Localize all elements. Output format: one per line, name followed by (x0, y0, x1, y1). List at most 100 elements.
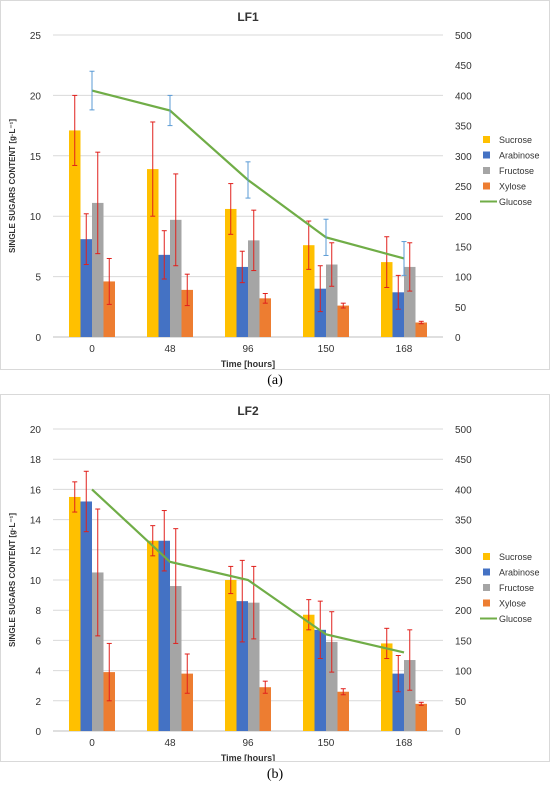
y-tick-label: 8 (35, 606, 41, 617)
y2-tick-label: 200 (455, 212, 472, 223)
y2-tick-label: 250 (455, 576, 472, 587)
bar-xylose (337, 305, 349, 337)
y2-tick-label: 350 (455, 516, 472, 527)
y2-tick-label: 450 (455, 61, 472, 72)
bar-sucrose (225, 208, 237, 337)
y2-tick-label: 50 (455, 303, 467, 314)
legend-swatch-sucrose (483, 136, 490, 143)
line-glucose (91, 488, 405, 654)
y2-tick-label: 0 (455, 333, 461, 344)
x-tick-label: 96 (242, 738, 254, 749)
legend-swatch-arabinose (483, 151, 490, 159)
x-tick-label: 48 (164, 738, 176, 749)
x-tick-label: 96 (242, 344, 254, 355)
y2-tick-label: 500 (455, 425, 472, 436)
chart-panel-lf2: LF2 0 2 4 6 8 10 12 14 16 18 20 0 50 100 150 200 250 300 35… (0, 394, 550, 763)
bar-fructose (326, 264, 338, 337)
bar-sucrose (69, 496, 81, 731)
bar-arabinose (158, 254, 170, 337)
legend-swatch-xylose (483, 599, 490, 607)
bar-fructose (404, 266, 416, 337)
legend-label-arabinose: Arabinose (499, 568, 540, 578)
bar-xylose (415, 703, 427, 731)
legend-label-glucose: Glucose (499, 197, 532, 207)
bar-xylose (181, 289, 193, 337)
bar-arabinose (314, 288, 326, 337)
bar-xylose (259, 298, 271, 337)
y2-tick-label: 250 (455, 182, 472, 193)
bar-xylose (415, 322, 427, 337)
y-tick-label: 20 (30, 425, 42, 436)
y-tick-label: 0 (35, 727, 41, 738)
legend-swatch-fructose (483, 167, 490, 174)
x-tick-label: 0 (89, 344, 95, 355)
y-tick-label: 10 (30, 212, 42, 223)
y2-tick-label: 500 (455, 31, 472, 42)
bar-sucrose (69, 130, 81, 337)
bar-fructose (248, 240, 260, 337)
bar-fructose (248, 602, 260, 731)
y-tick-label: 10 (30, 576, 42, 587)
y-tick-label: 16 (30, 485, 42, 496)
x-axis-label: Time [hours] (221, 359, 275, 369)
chart-title: LF1 (237, 10, 259, 24)
bar-arabinose (80, 239, 92, 337)
x-tick-label: 150 (318, 738, 335, 749)
legend-label-xylose: Xylose (499, 599, 526, 609)
bar-fructose (170, 586, 182, 731)
bar-arabinose (392, 292, 404, 337)
x-tick-label: 150 (318, 344, 335, 355)
chart-title: LF2 (237, 404, 259, 418)
bar-sucrose (147, 169, 159, 337)
y2-tick-label: 200 (455, 606, 472, 617)
legend-label-sucrose: Sucrose (499, 135, 532, 145)
bar-fructose (404, 660, 416, 731)
y-tick-label: 14 (30, 516, 42, 527)
legend-swatch-sucrose (483, 553, 490, 560)
bar-sucrose (147, 540, 159, 731)
bar-sucrose (303, 245, 315, 337)
legend-label-arabinose: Arabinose (499, 151, 540, 161)
bar-sucrose (381, 262, 393, 337)
y-tick-label: 18 (30, 455, 42, 466)
bar-fructose (326, 641, 338, 731)
y-tick-label: 0 (35, 333, 41, 344)
caption-a: (a) (267, 373, 283, 388)
legend-label-xylose: Xylose (499, 182, 526, 192)
bar-arabinose (392, 673, 404, 731)
bar-sucrose (381, 643, 393, 731)
bar-arabinose (236, 601, 248, 731)
y-axis-label: SINGLE SUGARS CONTENT [g·L⁻¹] (8, 119, 17, 253)
legend-label-fructose: Fructose (499, 583, 534, 593)
bar-xylose (103, 672, 115, 731)
bar-arabinose (80, 501, 92, 731)
x-tick-label: 168 (396, 344, 413, 355)
y-tick-label: 15 (30, 152, 42, 163)
y2-tick-label: 300 (455, 546, 472, 557)
chart-lf1: LF10510152025050100150200250300350400450… (8, 10, 540, 369)
y2-tick-label: 400 (455, 91, 472, 102)
legend-label-sucrose: Sucrose (499, 552, 532, 562)
x-tick-label: 48 (164, 344, 176, 355)
legend-swatch-arabinose (483, 568, 490, 576)
y-tick-label: 25 (30, 31, 42, 42)
y2-tick-label: 450 (455, 455, 472, 466)
bar-sucrose (303, 614, 315, 731)
legend-swatch-xylose (483, 182, 490, 190)
chart-panel-lf1: LF1 0 5 10 15 20 25 0 50 100 150 200 250 300 350 400 450… (0, 0, 550, 370)
y2-tick-label: 150 (455, 636, 472, 647)
y-tick-label: 12 (30, 546, 42, 557)
y-tick-label: 5 (35, 273, 41, 284)
bar-arabinose (314, 629, 326, 731)
y-tick-label: 20 (30, 91, 42, 102)
y-tick-label: 6 (35, 636, 41, 647)
bar-xylose (103, 281, 115, 337)
y-tick-label: 2 (35, 697, 41, 708)
x-tick-label: 0 (89, 738, 95, 749)
y2-tick-label: 100 (455, 667, 472, 678)
caption-b: (b) (266, 767, 284, 782)
y2-tick-label: 50 (455, 697, 467, 708)
y2-tick-label: 350 (455, 122, 472, 133)
bar-fructose (170, 219, 182, 337)
x-axis-label: Time [hours] (221, 753, 275, 761)
